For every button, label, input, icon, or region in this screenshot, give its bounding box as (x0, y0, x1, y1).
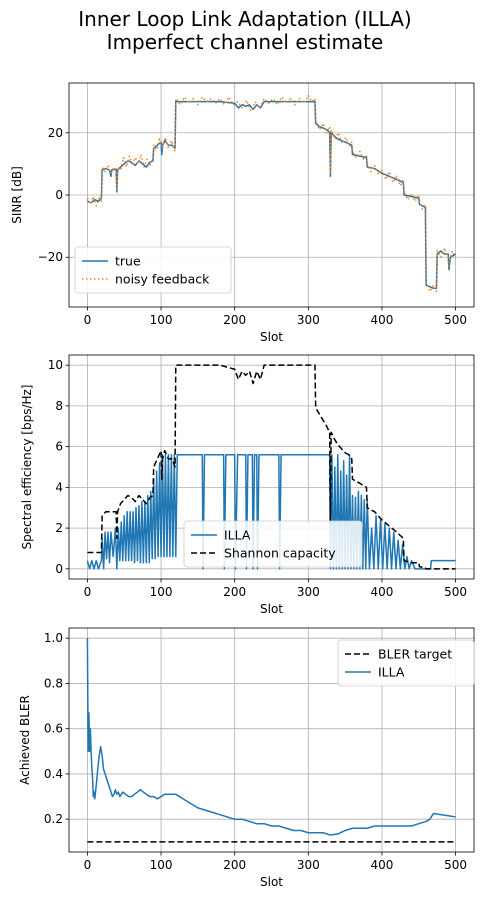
x-tick-label: 500 (444, 585, 467, 599)
y-axis-label: Spectral efficiency [bps/Hz] (20, 385, 34, 550)
y-tick-label: 0.2 (44, 812, 63, 826)
chart-3: 0 100 200 300 400 500 0.2 0.4 0.6 0.8 1.0 Slot Achie… (18, 627, 475, 889)
legend-label: Shannon capacity (224, 546, 336, 561)
plot-frame (68, 354, 475, 580)
x-tick-label: 100 (150, 585, 173, 599)
legend: true noisy feedback (74, 246, 232, 294)
legend-label: true (115, 254, 141, 269)
x-tick-label: 400 (371, 313, 394, 327)
x-tick-label: 200 (223, 585, 246, 599)
series-line-illa (86, 638, 456, 836)
y-tick-label: 0.6 (44, 722, 63, 736)
y-tick-label: 1.0 (44, 631, 63, 645)
legend-box (74, 246, 232, 294)
x-tick-label: 0 (84, 313, 92, 327)
legend-box (183, 520, 363, 568)
x-tick-label: 300 (297, 585, 320, 599)
y-tick-label: 0.4 (44, 767, 63, 781)
series-line-true (87, 100, 456, 290)
x-tick-label: 100 (150, 313, 173, 327)
x-axis-label: Slot (260, 602, 283, 616)
x-tick-label: 400 (371, 585, 394, 599)
legend: BLER target ILLA (337, 639, 475, 687)
y-tick-label: 4 (55, 480, 63, 494)
x-tick-label: 500 (444, 858, 467, 872)
x-axis-label: Slot (260, 875, 283, 889)
y-axis-label: SINR [dB] (10, 166, 24, 224)
figure-title-line1: Inner Loop Link Adaptation (ILLA) (78, 7, 411, 31)
y-tick-label: −20 (38, 250, 63, 264)
y-tick-label: 6 (55, 440, 63, 454)
y-axis-label: Achieved BLER (18, 695, 32, 785)
figure-title-line2: Imperfect channel estimate (107, 30, 384, 54)
legend: ILLA Shannon capacity (183, 520, 363, 568)
legend-label: noisy feedback (115, 272, 210, 287)
x-tick-label: 100 (150, 858, 173, 872)
x-axis-label: Slot (260, 330, 283, 344)
x-tick-label: 300 (297, 858, 320, 872)
y-tick-label: 20 (48, 126, 63, 140)
y-tick-label: 10 (48, 358, 63, 372)
y-tick-label: 0.8 (44, 676, 63, 690)
y-tick-label: 2 (55, 521, 63, 535)
series-line-illa (86, 454, 456, 570)
plot-frame (68, 627, 475, 853)
x-tick-label: 500 (444, 313, 467, 327)
y-tick-label: 8 (55, 399, 63, 413)
chart-2: 0 100 200 300 400 500 0 2 4 6 8 10 Slot Spectral effi… (20, 354, 475, 616)
legend-box (337, 639, 475, 687)
y-tick-label: 0 (55, 562, 63, 576)
y-tick-label: 0 (55, 188, 63, 202)
chart-1: 0 100 200 300 400 500 −20 0 20 Slot SINR [dB] true n… (10, 82, 475, 344)
x-tick-label: 0 (84, 585, 92, 599)
legend-label: ILLA (378, 665, 405, 680)
x-tick-label: 0 (84, 858, 92, 872)
legend-label: ILLA (224, 528, 251, 543)
series-line-shannon-capacity (87, 364, 456, 570)
legend-label: BLER target (378, 647, 452, 662)
x-tick-label: 200 (223, 313, 246, 327)
x-tick-label: 300 (297, 313, 320, 327)
x-tick-label: 400 (371, 858, 394, 872)
x-tick-label: 200 (223, 858, 246, 872)
